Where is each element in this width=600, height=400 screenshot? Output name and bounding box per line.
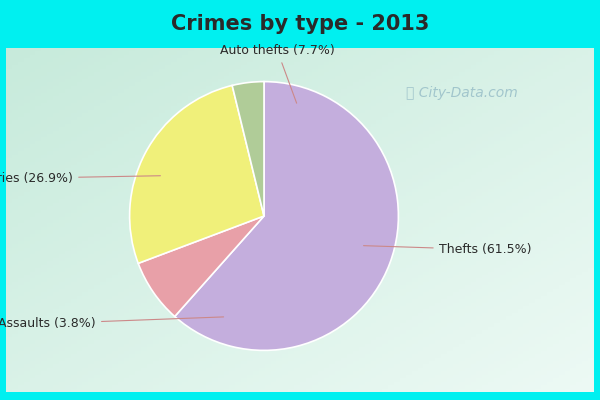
Text: Thefts (61.5%): Thefts (61.5%) (364, 243, 531, 256)
Text: Burglaries (26.9%): Burglaries (26.9%) (0, 172, 160, 185)
Text: Assaults (3.8%): Assaults (3.8%) (0, 317, 224, 330)
Wedge shape (175, 82, 398, 350)
Wedge shape (130, 86, 264, 263)
Text: ⓘ City-Data.com: ⓘ City-Data.com (406, 86, 518, 100)
Wedge shape (138, 216, 264, 316)
Wedge shape (232, 82, 264, 216)
Text: Crimes by type - 2013: Crimes by type - 2013 (171, 14, 429, 34)
Text: Auto thefts (7.7%): Auto thefts (7.7%) (220, 44, 335, 103)
